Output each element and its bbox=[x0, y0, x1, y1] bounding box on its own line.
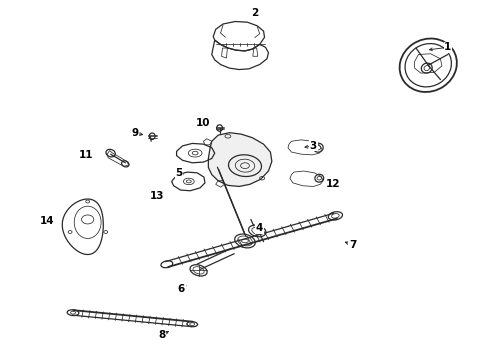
Text: 2: 2 bbox=[251, 8, 258, 18]
Text: 7: 7 bbox=[349, 239, 356, 249]
Polygon shape bbox=[208, 133, 272, 186]
Text: 12: 12 bbox=[326, 179, 340, 189]
Text: 8: 8 bbox=[158, 330, 166, 340]
Text: 13: 13 bbox=[150, 191, 164, 201]
Text: 1: 1 bbox=[444, 42, 451, 52]
Text: 5: 5 bbox=[175, 168, 183, 178]
Text: 11: 11 bbox=[79, 150, 94, 160]
Text: 14: 14 bbox=[40, 216, 54, 226]
Text: 6: 6 bbox=[178, 284, 185, 294]
Text: 10: 10 bbox=[196, 118, 211, 128]
Text: 4: 4 bbox=[256, 224, 263, 233]
Text: 9: 9 bbox=[131, 129, 139, 138]
Text: 3: 3 bbox=[310, 141, 317, 151]
